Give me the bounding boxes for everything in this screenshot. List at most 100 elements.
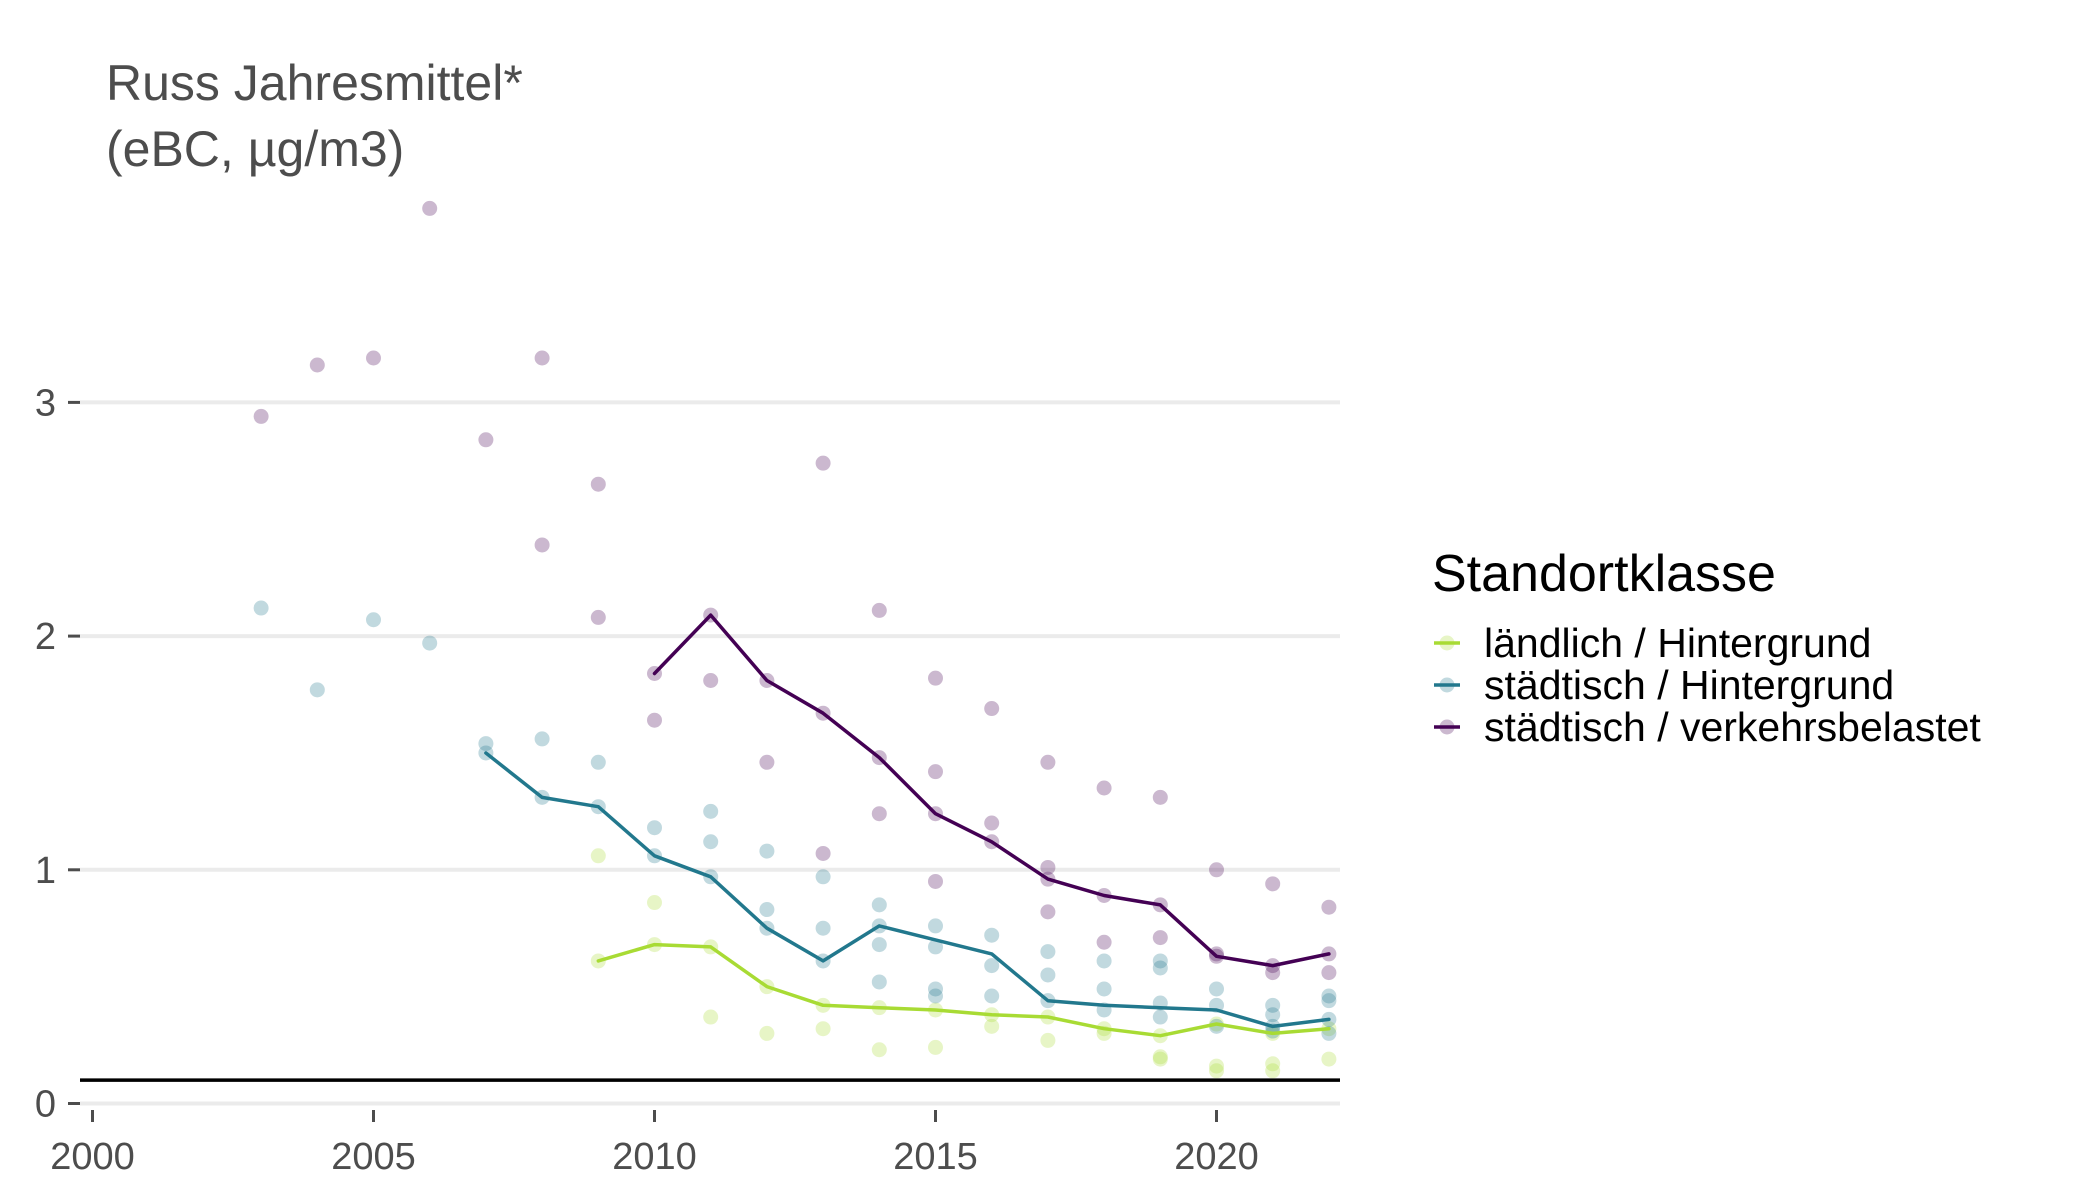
point-s1-44 — [1209, 1018, 1224, 1034]
series-line-2 — [652, 613, 1331, 968]
legend-label-staedtisch-hintergrund: städtisch / Hintergrund — [1484, 661, 1895, 708]
point-s1-10 — [647, 820, 662, 836]
legend: Standortklasse ländlich / Hintergrund st… — [1432, 548, 1981, 748]
point-s2-1 — [309, 357, 325, 373]
point-s2-28 — [1040, 754, 1056, 770]
point-s0-25 — [1209, 1063, 1224, 1079]
point-s2-4 — [478, 432, 494, 448]
legend-key-glyph — [1434, 635, 1460, 651]
point-s1-50 — [1321, 993, 1337, 1009]
point-s0-0 — [590, 848, 606, 864]
point-s1-21 — [871, 897, 887, 913]
point-s1-32 — [1040, 944, 1056, 960]
point-s1-29 — [984, 927, 1000, 943]
chart-subtitle: (eBC, µg/m3) — [106, 121, 405, 177]
chart-title: Russ Jahresmittel* — [106, 55, 523, 111]
point-s0-13 — [928, 1039, 943, 1055]
point-s1-4 — [478, 736, 494, 752]
legend-key-laendlich — [1432, 628, 1462, 658]
point-s2-41 — [1265, 876, 1281, 892]
point-s1-45 — [1265, 997, 1281, 1013]
point-s1-15 — [759, 843, 775, 859]
point-s1-31 — [984, 988, 1000, 1004]
point-s2-25 — [984, 701, 1000, 717]
point-s2-44 — [1321, 899, 1337, 915]
point-s0-15 — [984, 1018, 1000, 1034]
point-s1-13 — [703, 834, 719, 850]
point-s2-21 — [928, 670, 943, 686]
point-s2-34 — [1096, 934, 1112, 950]
point-s1-3 — [422, 635, 438, 651]
point-s2-38 — [1209, 862, 1224, 878]
point-s2-5 — [534, 350, 550, 366]
point-s1-18 — [815, 869, 831, 885]
point-s2-14 — [759, 754, 775, 770]
series-line-1 — [484, 751, 1331, 1029]
point-s2-29 — [1040, 859, 1056, 875]
point-s2-43 — [1265, 965, 1281, 981]
point-s1-30 — [984, 958, 1000, 974]
x-tick-label-3: 2015 — [893, 1136, 978, 1178]
point-s1-28 — [928, 988, 943, 1004]
x-tick-label-4: 2020 — [1174, 1136, 1259, 1178]
point-s1-12 — [703, 803, 719, 819]
legend-key-staedtisch-hintergrund — [1432, 670, 1462, 700]
point-s2-0 — [253, 408, 269, 424]
point-s1-8 — [590, 754, 606, 770]
legend-label-laendlich: ländlich / Hintergrund — [1484, 619, 1872, 666]
point-s1-19 — [815, 920, 831, 936]
point-s1-0 — [253, 600, 269, 616]
point-s1-36 — [1096, 981, 1112, 997]
point-s1-2 — [366, 612, 381, 628]
point-s1-25 — [928, 918, 943, 934]
point-s1-26 — [928, 939, 943, 955]
legend-key-glyph — [1434, 677, 1460, 693]
y-tick-label-0: 0 — [35, 1084, 56, 1126]
point-s2-12 — [703, 673, 719, 689]
point-s2-22 — [928, 764, 943, 780]
point-s0-27 — [1265, 1056, 1281, 1072]
point-s1-6 — [534, 731, 550, 747]
y-tick-label-2: 2 — [35, 616, 56, 658]
x-tick-label-2: 2010 — [612, 1136, 697, 1178]
point-s2-46 — [1321, 965, 1337, 981]
point-s2-6 — [534, 537, 550, 553]
y-tick-label-1: 1 — [35, 850, 56, 892]
point-s2-3 — [422, 200, 438, 216]
point-s1-38 — [1152, 953, 1168, 969]
legend-title: Standortklasse — [1432, 545, 1776, 603]
series-line-0 — [596, 942, 1331, 1038]
point-s0-30 — [1321, 1051, 1337, 1067]
point-s1-35 — [1096, 953, 1112, 969]
point-s1-33 — [1040, 967, 1056, 983]
legend-item-staedtisch-hintergrund: städtisch / Hintergrund — [1432, 664, 1981, 706]
legend-item-laendlich: ländlich / Hintergrund — [1432, 622, 1981, 664]
point-s0-11 — [871, 1042, 887, 1058]
legend-label-staedtisch-verkehr: städtisch / verkehrsbelastet — [1484, 703, 1981, 750]
point-s2-7 — [590, 476, 606, 492]
point-s2-32 — [1096, 780, 1112, 796]
point-s1-27 — [928, 981, 943, 997]
point-s1-46 — [1265, 1007, 1281, 1023]
point-s1-39 — [1152, 960, 1168, 976]
point-s2-26 — [984, 815, 1000, 831]
legend-key-staedtisch-verkehr — [1432, 712, 1462, 742]
point-s1-16 — [759, 902, 775, 918]
point-s0-22 — [1152, 1051, 1168, 1067]
point-s2-15 — [815, 455, 831, 471]
point-s0-28 — [1265, 1063, 1281, 1079]
point-s2-35 — [1152, 789, 1168, 805]
point-s0-21 — [1152, 1049, 1168, 1065]
point-s2-17 — [815, 845, 831, 861]
point-s2-2 — [366, 350, 381, 366]
y-tick-label-3: 3 — [35, 382, 56, 424]
point-s1-1 — [309, 682, 325, 698]
legend-item-staedtisch-verkehr: städtisch / verkehrsbelastet — [1432, 706, 1981, 748]
point-s0-5 — [703, 1009, 719, 1025]
point-s2-31 — [1040, 904, 1056, 920]
point-s2-20 — [871, 806, 887, 822]
point-s1-49 — [1321, 988, 1337, 1004]
point-s0-7 — [759, 1025, 775, 1041]
